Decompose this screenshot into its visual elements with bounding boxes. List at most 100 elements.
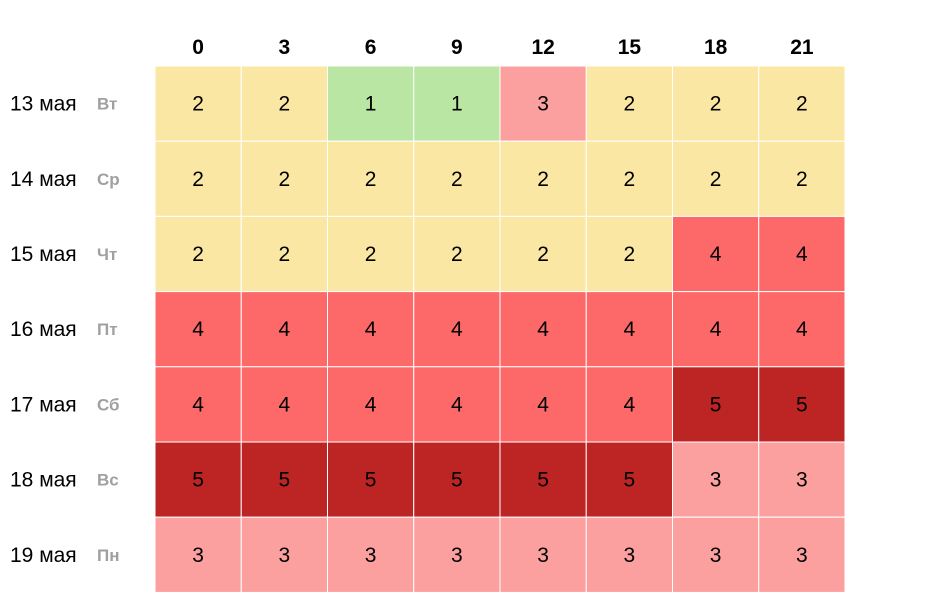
cell-value-label: 2	[624, 93, 636, 116]
row-date-label: 14 мая	[10, 168, 77, 191]
row-weekday-label: Чт	[97, 245, 117, 264]
row-weekday-label: Пт	[97, 320, 118, 339]
cell-value-label: 3	[451, 544, 463, 567]
column-label: 15	[618, 36, 642, 59]
cell-value-label: 4	[365, 393, 377, 416]
cell-value-label: 4	[451, 393, 463, 416]
heatmap-cell	[413, 65, 501, 142]
heatmap-cell	[585, 140, 673, 217]
heatmap-cell	[672, 215, 760, 293]
cell-value-label: 2	[365, 243, 377, 266]
column-label: 9	[451, 36, 463, 59]
heatmap-cell	[672, 291, 760, 368]
cell-value-label: 4	[192, 318, 204, 341]
row-date-label: 18 мая	[10, 469, 77, 492]
row-weekday-label: Сб	[97, 395, 120, 414]
heatmap-cell	[672, 516, 760, 593]
cell-value-label: 5	[192, 469, 204, 492]
cell-value-label: 1	[451, 93, 463, 116]
heatmap-cell	[758, 366, 846, 443]
cell-value-label: 4	[279, 318, 291, 341]
cell-value-label: 3	[624, 544, 636, 567]
heatmap-cell	[499, 366, 587, 443]
heatmap-cell	[413, 291, 501, 368]
heatmap-cell	[154, 291, 242, 368]
heatmap-cell	[240, 65, 328, 142]
heatmap-cell	[758, 215, 846, 293]
column-label: 12	[531, 36, 554, 59]
column-labels: 0 3 6 9 12 15 18 21	[192, 36, 814, 59]
cell-value-label: 3	[710, 544, 722, 567]
cell-value-label: 3	[192, 544, 204, 567]
heatmap-cell	[585, 366, 673, 443]
heatmap-cell	[499, 291, 587, 368]
cell-value-label: 4	[796, 318, 808, 341]
cell-value-label: 5	[365, 469, 377, 492]
heatmap-cell	[499, 441, 587, 518]
cell-value-label: 2	[451, 168, 463, 191]
heatmap-cell	[327, 65, 415, 142]
column-label: 3	[279, 36, 291, 59]
heatmap-cell	[758, 441, 846, 518]
heatmap-cells: 2 2 1 1 3 2 2 2 2 2 2 2 2 2 2 2 2 2 2 2 2 2 4 4 4 4 4 4 4 4 4 4 4 4 4 4 4 4 5 5…	[154, 65, 846, 593]
cell-value-label: 4	[365, 318, 377, 341]
row-weekday-label: Вт	[97, 95, 117, 114]
cell-value-label: 4	[624, 318, 636, 341]
cell-value-label: 1	[365, 93, 377, 116]
cell-value-label: 2	[624, 243, 636, 266]
cell-value-label: 2	[624, 168, 636, 191]
cell-value-label: 2	[279, 243, 291, 266]
cell-value-label: 2	[796, 168, 808, 191]
heatmap-cell	[758, 65, 846, 142]
cell-value-label: 2	[537, 168, 549, 191]
heatmap-cell	[499, 516, 587, 593]
heatmap-cell	[585, 215, 673, 293]
cell-value-label: 2	[279, 93, 291, 116]
cell-value-label: 4	[537, 318, 549, 341]
heatmap-cell	[327, 366, 415, 443]
cell-value-label: 2	[192, 243, 204, 266]
cell-value-label: 4	[796, 243, 808, 266]
cell-value-label: 4	[624, 393, 636, 416]
column-label: 18	[704, 36, 728, 59]
heatmap-cell	[240, 215, 328, 293]
heatmap-cell	[240, 140, 328, 217]
cell-value-label: 2	[451, 243, 463, 266]
cell-value-label: 2	[710, 93, 722, 116]
heatmap-cell	[499, 140, 587, 217]
row-weekday-label: Пн	[97, 546, 120, 565]
heatmap-cell	[672, 441, 760, 518]
cell-value-label: 2	[537, 243, 549, 266]
cell-value-label: 4	[710, 318, 722, 341]
heatmap-cell	[154, 215, 242, 293]
cell-value-label: 5	[451, 469, 463, 492]
heatmap-cell	[327, 441, 415, 518]
cell-value-label: 3	[279, 544, 291, 567]
cell-value-label: 4	[710, 243, 722, 266]
heatmap-cell	[240, 516, 328, 593]
cell-value-label: 2	[796, 93, 808, 116]
heatmap-cell	[327, 215, 415, 293]
row-date-label: 15 мая	[10, 243, 77, 266]
column-label: 0	[192, 36, 204, 59]
heatmap-cell	[413, 215, 501, 293]
cell-value-label: 5	[796, 393, 808, 416]
cell-value-label: 3	[365, 544, 377, 567]
row-date-label: 16 мая	[10, 318, 77, 341]
heatmap-cell	[758, 140, 846, 217]
heatmap-cell	[327, 291, 415, 368]
row-labels: 13 мая Вт 14 мая Ср 15 мая Чт 16 мая Пт 17 мая Сб…	[10, 93, 120, 567]
cell-value-label: 2	[279, 168, 291, 191]
heatmap-cell	[240, 441, 328, 518]
row-date-label: 13 мая	[10, 93, 77, 116]
cell-value-label: 5	[537, 469, 549, 492]
cell-value-label: 3	[796, 544, 808, 567]
heatmap-cell	[499, 215, 587, 293]
cell-value-label: 3	[710, 469, 722, 492]
heatmap-cell	[672, 366, 760, 443]
cell-value-label: 2	[192, 93, 204, 116]
cell-value-label: 4	[279, 393, 291, 416]
heatmap-cell	[154, 65, 242, 142]
cell-value-label: 2	[365, 168, 377, 191]
